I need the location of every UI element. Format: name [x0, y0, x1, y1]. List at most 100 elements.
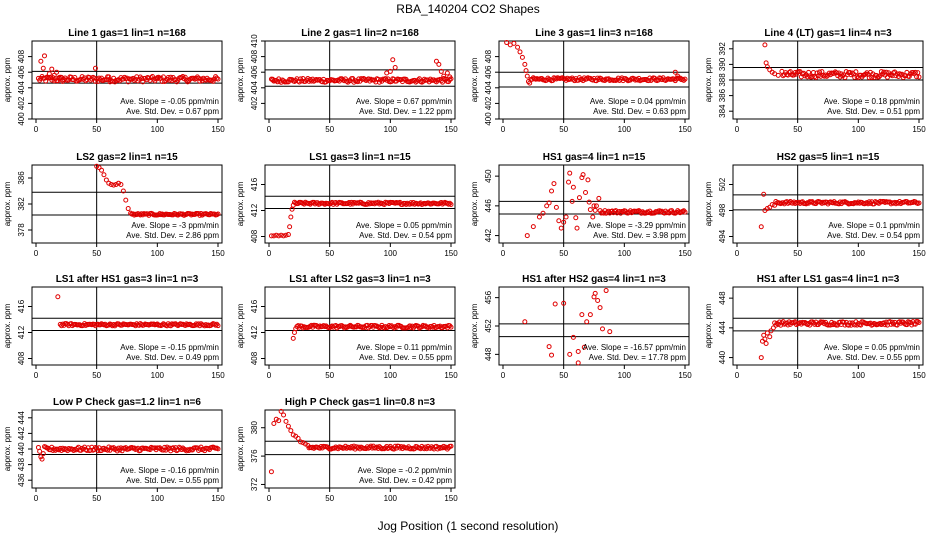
x-tick-label: 0: [34, 494, 39, 503]
data-point: [79, 74, 85, 80]
data-point: [198, 321, 204, 327]
x-tick-label: 0: [735, 125, 740, 134]
y-tick-label: 400: [17, 112, 26, 126]
plot-frame: [31, 286, 223, 366]
panel-4: Line 4 (LT) gas=1 lin=4 n=3 approx. ppm 38…: [704, 28, 926, 134]
x-tick-label: 150: [678, 371, 692, 380]
x-tick-label: 0: [267, 494, 272, 503]
y-tick-label: 382: [17, 197, 26, 211]
x-tick-label: 50: [793, 371, 802, 380]
data-point: [592, 207, 598, 213]
y-tick-label: 408: [17, 49, 26, 63]
data-point: [165, 75, 171, 81]
std-annotation: Ave. Std. Dev. = 3.98 ppm: [593, 231, 686, 240]
y-axis-label: approx. ppm: [3, 57, 12, 102]
y-tick-label: 408: [250, 229, 259, 243]
data-point: [546, 344, 552, 350]
plot-frame: [498, 164, 690, 244]
y-tick-label: 406: [484, 65, 493, 79]
y-tick-label: 450: [484, 169, 493, 183]
y-tick-label: 404: [250, 81, 259, 95]
slope-annotation: Ave. Slope = -0.05 ppm/min: [120, 97, 219, 106]
data-point: [853, 69, 859, 75]
y-tick-label: 376: [250, 449, 259, 463]
y-tick-label: 442: [17, 426, 26, 440]
data-point: [101, 445, 107, 451]
panel-title: LS2 gas=2 lin=1 n=15: [76, 152, 178, 163]
x-tick-label: 100: [384, 494, 398, 503]
data-point: [527, 80, 533, 86]
data-point: [559, 75, 565, 81]
data-point: [595, 297, 601, 303]
x-tick-label: 50: [559, 249, 568, 258]
data-point: [288, 428, 294, 434]
y-tick-label: 446: [484, 199, 493, 213]
x-tick-label: 100: [151, 125, 165, 134]
data-point: [41, 53, 47, 59]
data-point: [38, 58, 44, 64]
std-annotation: Ave. Std. Dev. = 0.42 ppm: [359, 476, 452, 485]
data-point: [769, 202, 775, 208]
data-point: [681, 77, 687, 83]
data-point: [767, 67, 773, 73]
panel-12: HS1 after LS1 gas=4 lin=1 n=3 approx. ppm…: [704, 274, 926, 380]
data-point: [298, 439, 304, 445]
data-point: [103, 177, 109, 183]
std-annotation: Ave. Std. Dev. = 0.67 ppm: [126, 107, 219, 116]
x-tick-label: 150: [678, 249, 692, 258]
data-point: [524, 73, 530, 79]
data-point: [770, 325, 776, 331]
data-point: [764, 64, 770, 70]
data-point: [182, 74, 188, 80]
y-tick-label: 392: [718, 42, 727, 56]
data-point: [814, 70, 820, 76]
x-tick-label: 100: [618, 125, 632, 134]
data-point: [447, 74, 453, 80]
data-point: [51, 72, 57, 78]
data-point: [916, 200, 922, 206]
data-point: [768, 328, 774, 334]
y-tick-label: 440: [17, 442, 26, 456]
y-axis-label: approx. ppm: [470, 303, 479, 348]
data-point: [567, 170, 573, 176]
data-point: [215, 446, 221, 452]
data-point: [906, 74, 912, 80]
data-point: [881, 69, 887, 75]
data-point: [390, 57, 396, 63]
data-point: [599, 326, 605, 332]
data-point: [196, 75, 202, 81]
y-tick-label: 416: [250, 177, 259, 191]
x-tick-label: 0: [267, 125, 272, 134]
data-point: [349, 444, 355, 450]
y-tick-label: 456: [484, 290, 493, 304]
std-annotation: Ave. Std. Dev. = 0.49 ppm: [126, 353, 219, 362]
data-point: [288, 214, 294, 220]
y-axis-label: approx. ppm: [704, 57, 713, 102]
panel-6: LS1 gas=3 lin=1 n=15 approx. ppm 408 412 416…: [236, 152, 458, 258]
plot-frame: [264, 409, 456, 489]
data-point: [289, 206, 295, 212]
plot-frame: [264, 286, 456, 366]
std-annotation: Ave. Std. Dev. = 0.55 ppm: [359, 353, 452, 362]
x-tick-label: 100: [852, 125, 866, 134]
x-tick-label: 0: [735, 249, 740, 258]
x-tick-label: 100: [384, 249, 398, 258]
data-point: [758, 224, 764, 230]
y-axis-label: approx. ppm: [236, 426, 245, 471]
y-tick-label: 408: [17, 351, 26, 365]
data-point: [287, 224, 293, 230]
y-axis-label: approx. ppm: [236, 181, 245, 226]
x-tick-label: 100: [852, 249, 866, 258]
panel-title: HS1 after LS1 gas=4 lin=1 n=3: [757, 274, 900, 285]
data-point: [523, 68, 529, 74]
panel-title: Line 3 gas=1 lin=3 n=168: [535, 28, 653, 39]
panel-3: Line 3 gas=1 lin=3 n=168 approx. ppm 400 40…: [470, 28, 692, 134]
data-point: [433, 58, 439, 64]
x-tick-label: 0: [501, 249, 506, 258]
y-axis-label: approx. ppm: [236, 303, 245, 348]
data-point: [433, 443, 439, 449]
std-annotation: Ave. Std. Dev. = 0.55 ppm: [827, 353, 920, 362]
data-point: [682, 209, 688, 215]
data-point: [49, 66, 55, 72]
data-point: [376, 79, 382, 85]
